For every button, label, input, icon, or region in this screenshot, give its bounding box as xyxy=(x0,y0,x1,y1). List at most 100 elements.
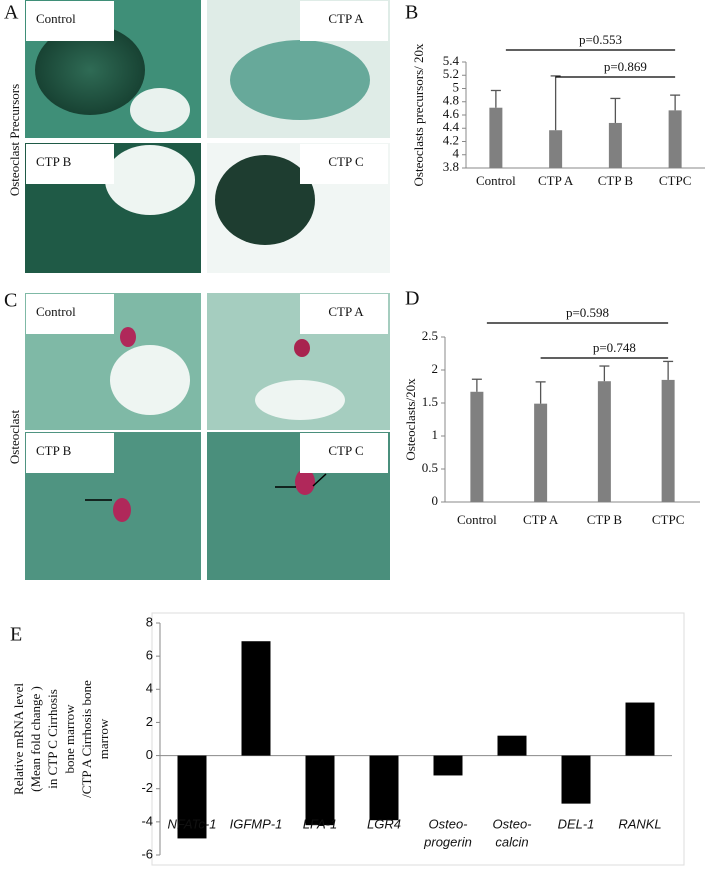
y-tick-label: 4.8 xyxy=(443,93,459,108)
y-axis-label: marrow xyxy=(96,718,111,759)
bar xyxy=(177,755,207,839)
cells xyxy=(130,88,190,132)
y-tick-label: 5 xyxy=(453,79,460,94)
x-tick-label: LFA-1 xyxy=(303,816,337,831)
y-tick-label: 5.4 xyxy=(443,53,460,68)
y-axis-label: in CTP C Cirrhosis xyxy=(45,689,60,789)
y-tick-label: 1.5 xyxy=(422,394,438,409)
osteoclast xyxy=(113,498,131,522)
image-label: Control xyxy=(36,304,76,319)
x-tick-label: CTP B xyxy=(587,512,623,527)
image-label: CTP B xyxy=(36,443,72,458)
y-axis-label: (Mean fold change ) xyxy=(28,686,43,792)
annotation: p=0.869 xyxy=(604,59,647,74)
image-label: CTP B xyxy=(36,154,72,169)
label-box xyxy=(300,294,388,334)
osteoclast xyxy=(295,469,315,495)
image-label: CTP A xyxy=(328,11,364,26)
x-tick-label: CTP A xyxy=(523,512,559,527)
x-tick-label: Osteo- xyxy=(428,816,468,831)
x-tick-label: CTP B xyxy=(598,173,634,188)
label-box xyxy=(26,144,114,184)
image-label: CTP A xyxy=(328,304,364,319)
osteoclast xyxy=(294,339,310,357)
osteoclast xyxy=(120,327,136,347)
cells xyxy=(215,155,315,245)
bar xyxy=(625,702,655,756)
y-axis-label: Osteoclasts precursors/ 20x xyxy=(411,43,426,186)
label-box xyxy=(26,433,114,473)
image-label: CTP C xyxy=(328,154,363,169)
label-box xyxy=(26,1,114,41)
y-tick-label: 1 xyxy=(432,427,439,442)
y-axis-label: Osteoclasts/20x xyxy=(403,378,418,461)
y-axis-label: Relative mRNA level xyxy=(11,683,26,795)
side-label: Osteoclast xyxy=(7,410,22,465)
y-tick-label: -6 xyxy=(141,846,153,861)
y-tick-label: 0 xyxy=(432,493,439,508)
label-box xyxy=(300,1,388,41)
x-tick-label: CTPC xyxy=(652,512,685,527)
arrow xyxy=(312,473,327,487)
label-box xyxy=(300,433,388,473)
cells xyxy=(255,380,345,420)
y-tick-label: 4 xyxy=(146,681,153,696)
bar xyxy=(433,755,463,776)
annotation: p=0.748 xyxy=(593,340,636,355)
annotation: p=0.553 xyxy=(579,32,622,47)
cells xyxy=(110,345,190,415)
side-label: Osteoclast Precursors xyxy=(7,84,22,196)
bar xyxy=(369,755,399,821)
image-label: Control xyxy=(36,11,76,26)
cells xyxy=(105,145,195,215)
y-tick-label: 4 xyxy=(453,146,460,161)
annotation: p=0.598 xyxy=(566,305,609,320)
x-tick-label: CTPC xyxy=(659,173,692,188)
panel-label: C xyxy=(4,290,17,312)
x-tick-label: NFATc-1 xyxy=(168,816,217,831)
y-tick-label: 2 xyxy=(432,361,439,376)
cells xyxy=(35,25,145,115)
bar xyxy=(668,110,682,168)
x-tick-label: CTP A xyxy=(538,173,574,188)
bar xyxy=(470,391,484,502)
x-tick-label: Control xyxy=(476,173,516,188)
y-tick-label: 2.5 xyxy=(422,328,438,343)
y-tick-label: 2 xyxy=(146,714,153,729)
x-tick-label: Osteo- xyxy=(492,816,532,831)
panel-label: D xyxy=(405,288,419,310)
x-tick-label: DEL-1 xyxy=(558,816,595,831)
y-tick-label: 0 xyxy=(146,747,153,762)
label-box xyxy=(26,294,114,334)
y-tick-label: 0.5 xyxy=(422,460,438,475)
cells xyxy=(230,40,370,120)
bar xyxy=(661,379,675,502)
plot-frame xyxy=(151,612,685,866)
y-tick-label: -4 xyxy=(141,813,153,828)
y-tick-label: 4.6 xyxy=(443,106,460,121)
panel-label: E xyxy=(10,624,22,646)
x-tick-label: LGR4 xyxy=(367,816,401,831)
y-tick-label: -2 xyxy=(141,780,153,795)
y-tick-label: 3.8 xyxy=(443,159,459,174)
bar xyxy=(597,381,611,502)
y-axis-label: /CTP A Cirrhosis bone xyxy=(79,680,94,798)
y-tick-label: 8 xyxy=(146,614,153,629)
image-label: CTP C xyxy=(328,443,363,458)
bar xyxy=(241,641,271,756)
x-tick-label: calcin xyxy=(495,834,528,849)
y-tick-label: 4.4 xyxy=(443,119,460,134)
x-tick-label: IGFMP-1 xyxy=(230,816,283,831)
bar xyxy=(305,755,335,826)
x-tick-label: RANKL xyxy=(618,816,661,831)
bar xyxy=(549,130,563,168)
x-tick-label: progerin xyxy=(423,834,472,849)
panel-label: B xyxy=(405,2,418,24)
bar xyxy=(534,403,548,502)
bar xyxy=(561,755,591,804)
y-axis-label: bone marrow xyxy=(62,704,77,774)
y-tick-label: 4.2 xyxy=(443,132,459,147)
label-box xyxy=(300,144,388,184)
